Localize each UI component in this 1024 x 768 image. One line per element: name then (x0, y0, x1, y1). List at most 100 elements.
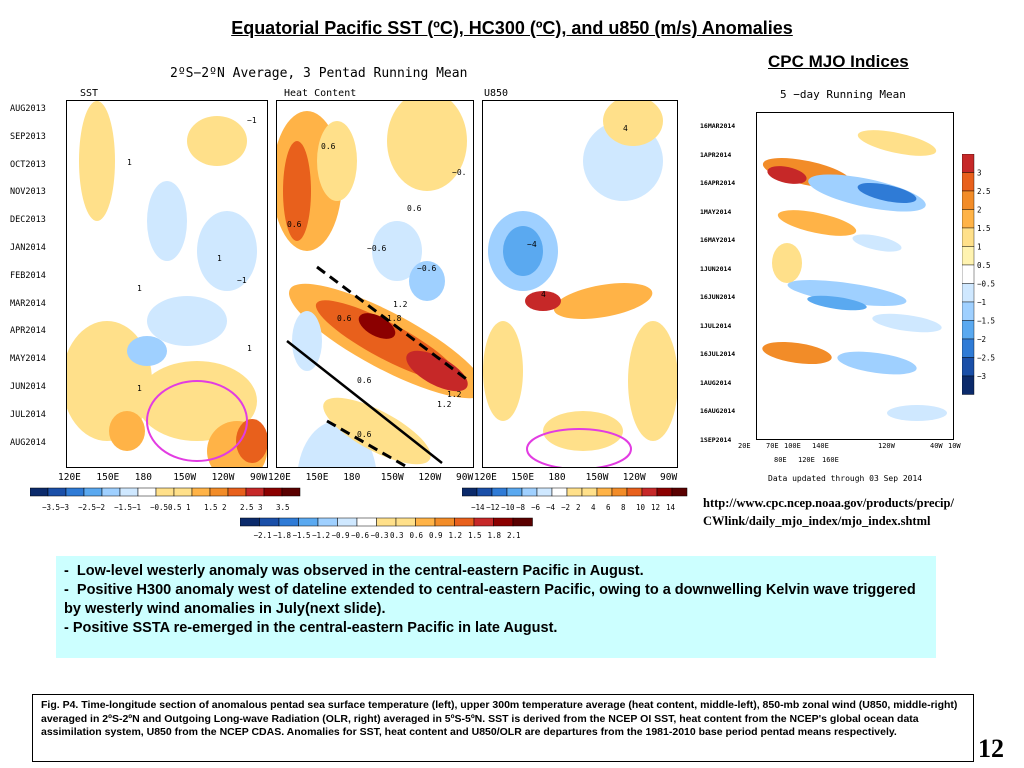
colorbar-label: 0.6 (410, 531, 424, 540)
anomaly-patch (187, 116, 247, 166)
left-chart-title: 2ºS−2ºN Average, 3 Pentad Running Mean (170, 66, 468, 81)
colorbar-label: 3 (258, 503, 263, 512)
sst-colorbar: −3.5 −3 −2.5 −2 −1.5 −1 −0.5 0.5 1 1.5 2 2.5 3 3.5 (30, 487, 301, 512)
mjo-y-tick-label: 1JUL2014 (700, 321, 732, 330)
source-url-line-2[interactable]: CWlink/daily_mjo_index/mjo_index.shtml (703, 514, 931, 528)
heat-content-colorbar: −2.1 −1.8 −1.5 −1.2 −0.9 −0.6 −0.3 0.3 0.6 0.9 1.2… (240, 517, 533, 540)
mjo-colorbar-swatch (962, 264, 975, 284)
mjo-x-tick-label: 100E (784, 442, 801, 450)
y-tick-label: AUG2013 (10, 104, 46, 114)
source-url-line-1[interactable]: http://www.cpc.ncep.noaa.gov/products/pr… (703, 496, 954, 510)
x-tick-label: 150W (173, 472, 197, 483)
mjo-y-tick-label: 16APR2014 (700, 179, 736, 187)
u850-panel: 4 −4 4 (482, 100, 678, 468)
mjo-colorbar-swatch (962, 190, 975, 210)
colorbar-swatch (245, 487, 265, 497)
colorbar-swatch (298, 517, 319, 527)
contour-label: 1 (247, 344, 252, 353)
note-text: Positive H300 anomaly west of dateline e… (64, 582, 916, 617)
colorbar-label: 10 (636, 503, 646, 512)
y-tick-label: MAR2014 (10, 298, 46, 309)
propagation-arrow (286, 340, 443, 464)
cpc-mjo-title: CPC MJO Indices (768, 52, 909, 71)
anomaly-patch (767, 166, 807, 184)
contour-label: −4 (527, 240, 537, 249)
contour-label: 1 (127, 158, 132, 167)
mjo-y-tick-label: 1APR2014 (700, 150, 732, 159)
mjo-colorbar-label: 1 (977, 243, 982, 252)
anomaly-patch (872, 313, 942, 333)
colorbar-swatch (434, 517, 455, 527)
colorbar-label: −12 (486, 503, 500, 512)
mjo-y-tick-label: 16JUN2014 (700, 293, 736, 301)
mjo-y-tick-label: 16MAY2014 (700, 236, 736, 244)
y-tick-label: JUN2014 (10, 382, 46, 392)
y-tick-label: JUL2014 (10, 409, 46, 420)
mjo-y-tick-label: 1JUN2014 (700, 264, 732, 273)
x-tick-label: 120E (268, 472, 291, 483)
colorbar-swatch (119, 487, 139, 497)
anomaly-patch (777, 210, 857, 236)
contour-label: 1.8 (387, 314, 402, 323)
mjo-colorbar-swatch (962, 209, 975, 229)
mjo-colorbar-swatch (962, 375, 975, 395)
x-tick-label: 150E (305, 472, 329, 483)
colorbar-swatch (227, 487, 247, 497)
u850-colorbar: −14 −12 −10 −8 −6 −4 −2 2 4 6 8 10 12 14 (462, 487, 688, 512)
mjo-colorbar-swatch (962, 283, 975, 303)
anomaly-patch (553, 283, 653, 319)
colorbar-swatch (259, 517, 280, 527)
colorbar-label: 8 (621, 503, 626, 512)
anomaly-patch (127, 336, 167, 366)
mjo-colorbar-label: −2 (977, 335, 986, 344)
colorbar-swatch (462, 487, 478, 497)
colorbar-swatch (493, 517, 514, 527)
colorbar-label: −0.6 (351, 531, 370, 540)
x-tick-label: 120W (622, 472, 646, 483)
highlight-circle (146, 380, 248, 462)
anomaly-patch (887, 405, 947, 421)
anomaly-patch (762, 341, 832, 365)
colorbar-label: −3.5 (42, 503, 60, 512)
colorbar-swatch (281, 487, 301, 497)
colorbar-swatch (512, 517, 533, 527)
note-text: Positive SSTA re-emerged in the central-… (72, 620, 558, 636)
x-tick-label: 90W (250, 472, 268, 483)
colorbar-label: 2.1 (507, 531, 521, 540)
mjo-x-tick-label: 10W (948, 442, 961, 450)
colorbar-swatch (317, 517, 338, 527)
source-url[interactable]: http://www.cpc.ncep.noaa.gov/products/pr… (703, 494, 954, 530)
colorbar-label: −1.5 (293, 531, 311, 540)
anomaly-patch (543, 411, 623, 451)
panel-label-heat-content: Heat Content (284, 88, 357, 99)
mjo-colorbar-swatch (962, 172, 975, 192)
anomaly-patch (857, 182, 917, 204)
anomaly-patch (525, 291, 561, 311)
mjo-colorbar-label: −2.5 (977, 354, 995, 363)
mjo-x-axis: 20E 70E 100E 140E 120W 40W 10W 80E 120E 160E (738, 442, 961, 464)
x-tick-label: 180 (548, 472, 566, 483)
x-tick-label: 90W (456, 472, 474, 483)
colorbar-label: 1.8 (488, 531, 502, 540)
x-tick-label: 150W (585, 472, 609, 483)
anomaly-patch (503, 226, 543, 276)
anomaly-patch (406, 350, 468, 392)
colorbar-swatch (395, 517, 416, 527)
contour-label: 1 (137, 284, 142, 293)
mjo-colorbar-swatch (962, 227, 975, 247)
colorbar-swatch (611, 487, 628, 497)
figure-caption: Fig. P4. Time-longitude section of anoma… (32, 694, 974, 762)
mjo-y-tick-label: 1SEP2014 (700, 435, 732, 444)
contour-label: −1 (237, 276, 247, 285)
colorbar-label: 0.3 (390, 531, 404, 540)
colorbar-swatch (278, 517, 299, 527)
contour-label: 1.2 (447, 390, 462, 399)
x-tick-label: 90W (660, 472, 678, 483)
y-tick-label: APR2014 (10, 326, 46, 337)
colorbar-swatch (641, 487, 658, 497)
colorbar-swatch (473, 517, 494, 527)
note-item: - Positive H300 anomaly west of dateline… (64, 582, 916, 617)
anomaly-patch (147, 181, 187, 261)
note-item: - Low-level westerly anomaly was observe… (64, 563, 644, 579)
y-tick-label: FEB2014 (10, 270, 46, 281)
